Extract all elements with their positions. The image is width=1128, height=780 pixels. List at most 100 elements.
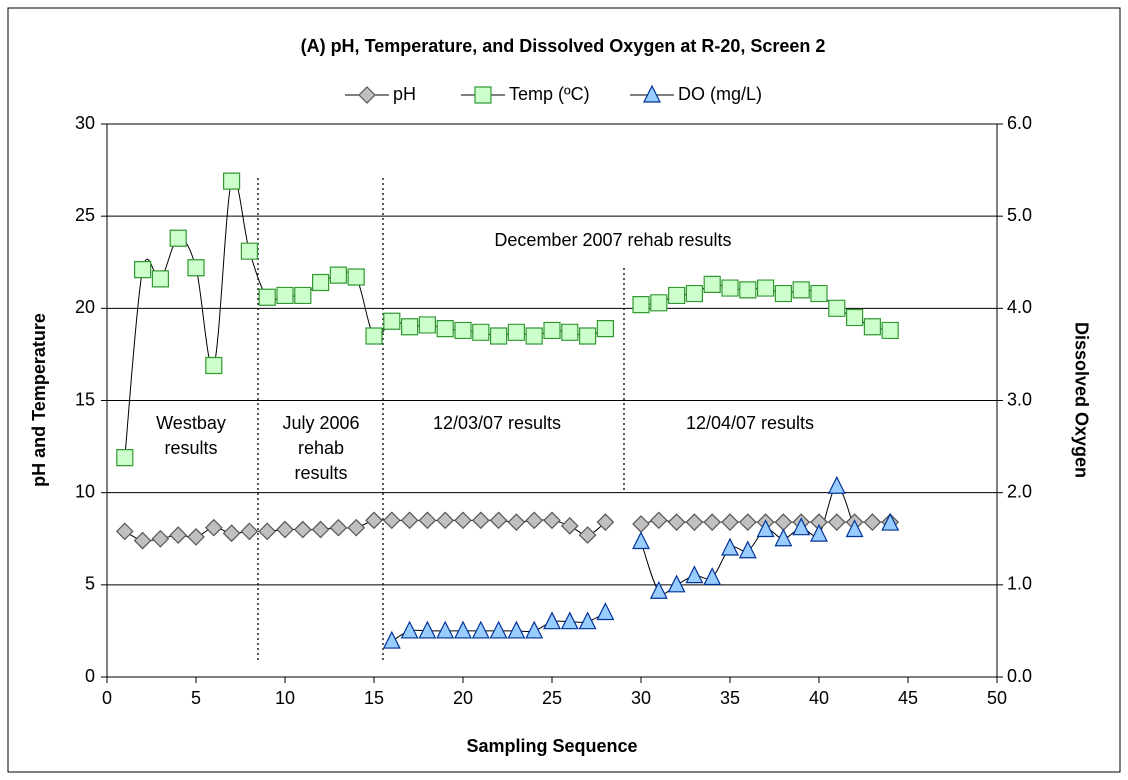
y-tick-label: 5 — [85, 574, 95, 594]
marker — [115, 522, 134, 541]
marker — [525, 327, 543, 345]
marker — [632, 296, 650, 314]
marker — [738, 540, 757, 559]
marker — [329, 518, 348, 537]
marker — [258, 288, 276, 306]
marker — [774, 284, 793, 303]
marker — [703, 513, 722, 532]
marker — [560, 516, 579, 535]
y2-tick-label: 6.0 — [1007, 113, 1032, 133]
x-tick-label: 5 — [191, 688, 201, 708]
marker — [116, 449, 134, 467]
marker — [792, 517, 811, 536]
marker — [454, 321, 472, 340]
x-tick-label: 20 — [453, 688, 473, 708]
chart-frame — [7, 7, 1121, 773]
marker — [329, 266, 347, 284]
marker — [489, 511, 508, 530]
annotation: results — [164, 438, 217, 458]
marker — [293, 520, 312, 539]
marker — [596, 602, 615, 621]
annotation: 12/03/07 results — [433, 413, 561, 433]
marker — [632, 531, 650, 550]
marker — [151, 529, 170, 548]
marker — [490, 327, 508, 345]
x-tick-label: 50 — [987, 688, 1007, 708]
marker — [507, 323, 526, 341]
annotation: 12/04/07 results — [686, 413, 814, 433]
legend-item: pH — [345, 84, 416, 104]
marker — [543, 321, 561, 340]
marker — [169, 526, 188, 544]
marker — [810, 523, 828, 542]
marker — [739, 281, 757, 299]
marker — [276, 520, 294, 539]
marker — [312, 273, 330, 292]
legend-label: Temp (ºC) — [509, 84, 590, 104]
annotation: December 2007 rehab results — [494, 230, 731, 250]
x-tick-label: 25 — [542, 688, 562, 708]
marker — [881, 321, 899, 340]
y2-tick-label: 5.0 — [1007, 205, 1032, 225]
marker — [810, 284, 828, 303]
marker — [276, 286, 294, 305]
marker — [383, 312, 401, 330]
x-tick-label: 10 — [275, 688, 295, 708]
marker — [240, 522, 259, 541]
legend-label: pH — [393, 84, 416, 104]
marker — [507, 620, 526, 639]
marker — [187, 259, 205, 277]
y-tick-label: 25 — [75, 205, 95, 225]
marker — [347, 268, 365, 286]
marker — [827, 475, 846, 494]
marker — [311, 520, 330, 539]
marker — [240, 242, 258, 260]
marker — [347, 518, 366, 537]
marker — [845, 519, 864, 538]
marker — [738, 513, 757, 532]
marker — [222, 524, 241, 543]
marker — [721, 537, 739, 556]
marker — [792, 281, 810, 299]
marker — [133, 531, 152, 550]
x-tick-label: 45 — [898, 688, 918, 708]
marker — [578, 327, 597, 345]
marker — [667, 513, 686, 532]
marker — [685, 284, 704, 303]
y2-axis-label: Dissolved Oxygen — [1071, 322, 1091, 478]
marker — [828, 299, 846, 317]
marker — [543, 511, 561, 530]
marker — [474, 86, 492, 104]
marker — [489, 620, 508, 639]
marker — [827, 513, 846, 532]
x-tick-label: 0 — [102, 688, 112, 708]
marker — [471, 620, 490, 639]
marker — [578, 526, 597, 544]
chart-title: (A) pH, Temperature, and Dissolved Oxyge… — [301, 36, 826, 56]
marker — [382, 630, 401, 649]
annotation: July 2006 — [282, 413, 359, 433]
y-tick-label: 0 — [85, 666, 95, 686]
marker — [294, 286, 312, 305]
marker — [134, 261, 152, 279]
marker — [845, 308, 864, 327]
y-axis-label: pH and Temperature — [29, 313, 49, 487]
marker — [561, 323, 579, 341]
legend-label: DO (mg/L) — [678, 84, 762, 104]
marker — [560, 611, 579, 630]
marker — [151, 270, 169, 288]
y2-tick-label: 3.0 — [1007, 389, 1032, 409]
marker — [667, 574, 686, 593]
marker — [418, 511, 437, 530]
marker — [649, 580, 668, 599]
x-tick-label: 40 — [809, 688, 829, 708]
y-tick-label: 20 — [75, 297, 95, 317]
marker — [774, 528, 793, 547]
marker — [358, 86, 376, 104]
marker — [649, 511, 668, 530]
marker — [258, 522, 277, 541]
annotation: rehab — [298, 438, 344, 458]
marker — [187, 528, 205, 546]
marker — [169, 229, 187, 247]
